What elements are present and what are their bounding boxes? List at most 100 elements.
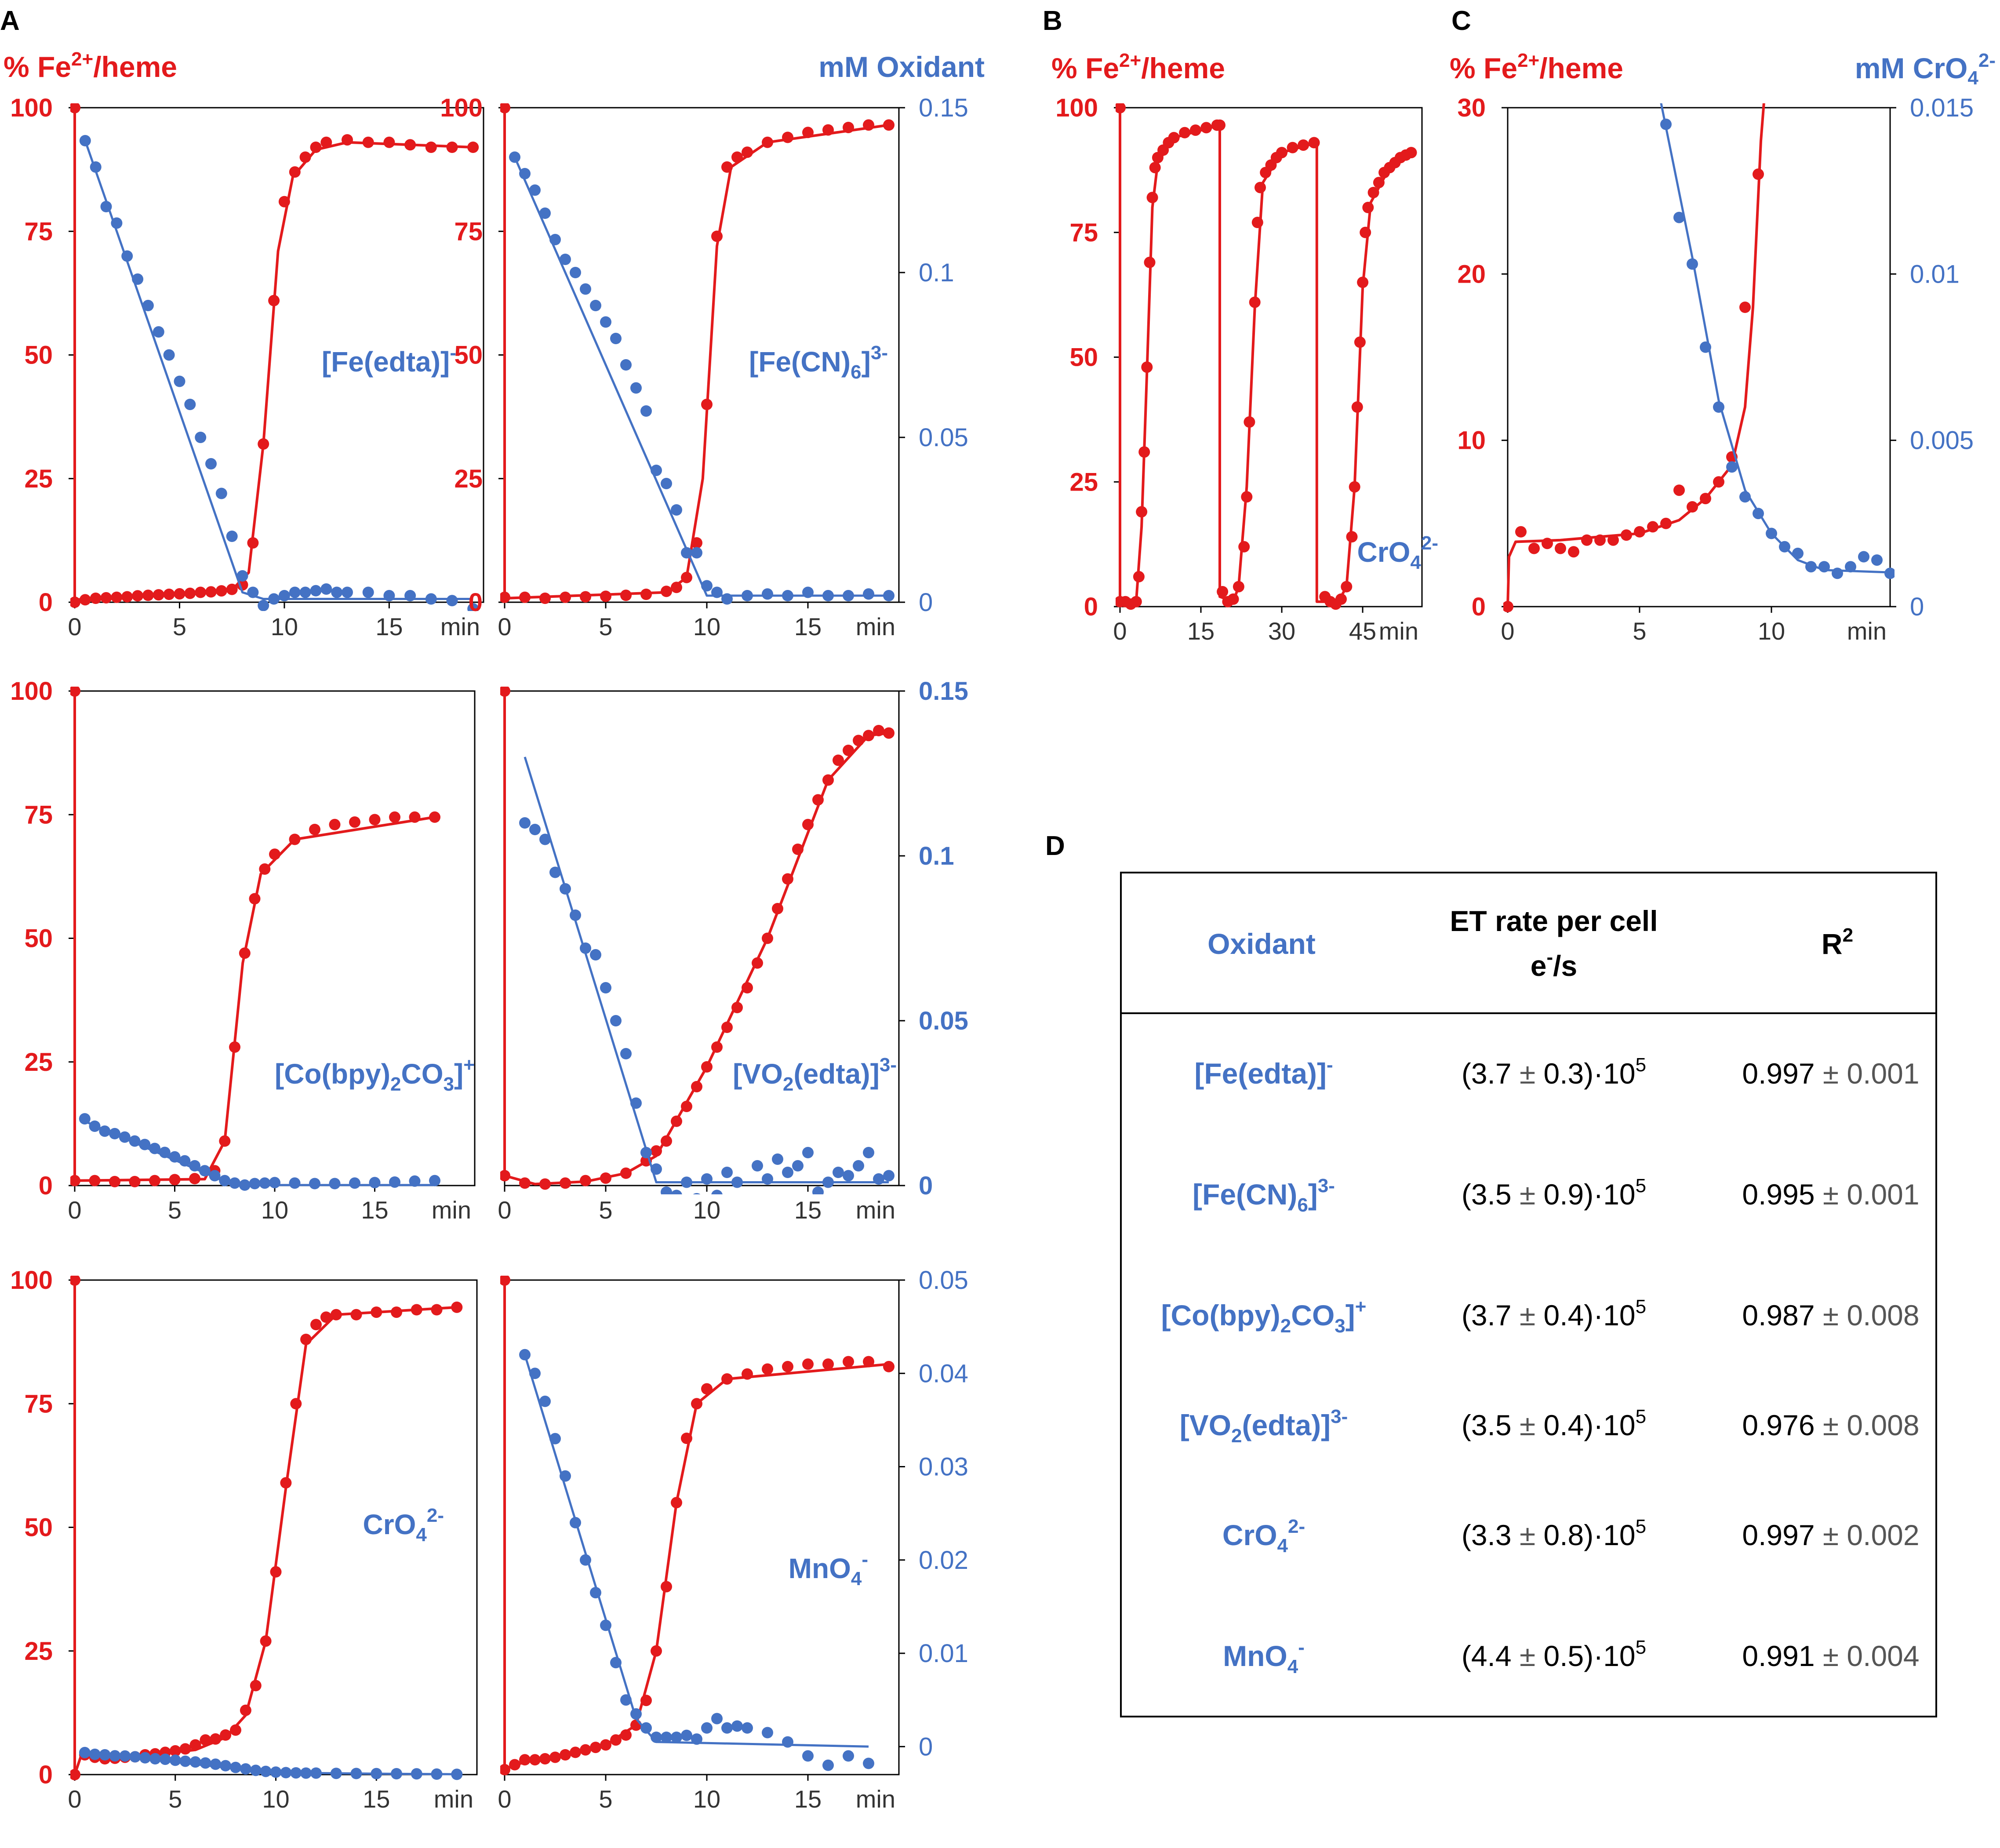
fit-line-oxidant xyxy=(84,1120,435,1186)
data-point-oxidant xyxy=(630,382,642,394)
data-point-oxidant xyxy=(219,1175,231,1186)
data-point-oxidant xyxy=(1660,118,1672,130)
data-point-oxidant xyxy=(250,1764,262,1776)
table-row-6-oxidant: MnO4- xyxy=(1223,1637,1305,1677)
data-point-oxidant xyxy=(383,590,395,601)
data-point-fe2-heme xyxy=(289,166,301,178)
data-point-oxidant xyxy=(362,586,374,598)
plot-frame xyxy=(74,690,476,1186)
chart-b-cycles: 0 15 30 45 min 0 25 50 75 100 xyxy=(1055,94,1423,645)
data-point-fe2-heme xyxy=(762,1363,773,1375)
data-point-oxidant xyxy=(731,1720,743,1732)
data-point-fe2-heme xyxy=(1141,361,1153,373)
label-a6: MnO4- xyxy=(789,1549,868,1590)
data-point-fe2-heme xyxy=(1349,481,1360,493)
data-point-oxidant xyxy=(610,333,622,344)
data-point-oxidant xyxy=(229,1177,240,1189)
y-left-tick-label: 100 xyxy=(10,677,53,706)
table-row-3-r2: 0.987 ± 0.008 xyxy=(1742,1299,1919,1331)
data-point-oxidant xyxy=(742,1197,753,1208)
data-point-fe2-heme xyxy=(1116,103,1126,113)
data-point-fe2-heme xyxy=(329,819,341,830)
y-left-tick-label: 50 xyxy=(24,1513,53,1542)
data-point-oxidant xyxy=(239,1179,251,1191)
y-right-tick-label: 0.05 xyxy=(919,423,968,452)
data-point-fe2-heme xyxy=(330,1309,342,1321)
data-point-oxidant xyxy=(570,267,581,278)
label-a2: [Fe(CN)6]3- xyxy=(749,342,888,383)
data-point-oxidant xyxy=(89,1748,101,1760)
y-right-tick-label: 0.02 xyxy=(919,1546,968,1575)
table-row-5-oxidant: CrO42- xyxy=(1222,1516,1305,1557)
data-point-oxidant xyxy=(693,1193,701,1194)
data-point-fe2-heme xyxy=(1405,147,1417,159)
data-point-fe2-heme xyxy=(1249,296,1261,308)
data-point-fe2-heme xyxy=(220,1729,232,1741)
data-point-fe2-heme xyxy=(300,1334,312,1345)
data-point-oxidant xyxy=(802,1147,814,1158)
x-tick-label: 15 xyxy=(375,613,403,640)
data-point-fe2-heme xyxy=(843,745,854,756)
data-point-oxidant xyxy=(121,250,133,262)
data-point-oxidant xyxy=(600,316,611,328)
data-point-fe2-heme xyxy=(342,134,353,146)
x-tick-label: 0 xyxy=(498,1196,511,1224)
data-point-oxidant xyxy=(651,465,662,476)
x-tick-label: 0 xyxy=(498,613,511,640)
data-point-oxidant xyxy=(129,1751,141,1763)
x-tick-label: 5 xyxy=(1633,617,1646,645)
data-point-oxidant xyxy=(320,583,332,595)
data-point-oxidant xyxy=(560,883,571,895)
y-left-tick-label: 25 xyxy=(454,465,483,493)
y-left-tick-label: 75 xyxy=(454,217,483,246)
data-point-oxidant xyxy=(762,1173,773,1185)
data-point-oxidant xyxy=(309,1178,320,1190)
data-point-oxidant xyxy=(833,1167,844,1178)
data-point-oxidant xyxy=(529,184,541,196)
data-point-oxidant xyxy=(549,866,561,878)
data-point-fe2-heme xyxy=(369,814,381,826)
data-point-oxidant xyxy=(711,1713,723,1724)
data-point-oxidant xyxy=(600,1619,611,1631)
data-point-oxidant xyxy=(200,1757,211,1769)
data-point-oxidant xyxy=(782,590,793,601)
data-point-oxidant xyxy=(260,1765,272,1777)
data-point-oxidant xyxy=(549,234,561,245)
data-point-oxidant xyxy=(1792,547,1804,559)
data-point-oxidant xyxy=(570,1517,581,1528)
fit-line-oxidant xyxy=(524,757,889,1183)
data-point-oxidant xyxy=(651,1732,662,1743)
table-row-6-rate: (4.4 ± 0.5)·105 xyxy=(1462,1637,1646,1672)
data-point-oxidant xyxy=(610,1657,622,1669)
data-point-fe2-heme xyxy=(205,586,217,598)
data-point-fe2-heme xyxy=(425,142,437,153)
x-tick-label: 15 xyxy=(363,1785,390,1813)
data-point-fe2-heme xyxy=(560,1749,571,1761)
fit-line-fe2-heme xyxy=(73,691,435,1182)
table-frame xyxy=(1120,872,1937,1717)
data-point-fe2-heme xyxy=(600,590,611,602)
y-left-tick-label: 100 xyxy=(10,1266,53,1295)
data-point-oxidant xyxy=(142,300,154,311)
x-tick-label: 0 xyxy=(1501,617,1514,645)
x-axis-label: min xyxy=(1847,617,1887,645)
data-point-fe2-heme xyxy=(1634,526,1645,538)
y-left-tick-label: 75 xyxy=(24,800,53,829)
y-left-tick-label: 30 xyxy=(1457,94,1486,122)
y-right-tick-label: 0.15 xyxy=(919,94,968,122)
data-point-oxidant xyxy=(782,1167,793,1178)
data-point-oxidant xyxy=(630,1097,642,1109)
data-point-oxidant xyxy=(174,375,185,387)
data-point-fe2-heme xyxy=(620,1167,632,1179)
data-point-fe2-heme xyxy=(671,582,682,593)
data-point-oxidant xyxy=(539,833,551,845)
data-point-fe2-heme xyxy=(391,1306,402,1318)
data-point-fe2-heme xyxy=(299,151,311,163)
data-point-fe2-heme xyxy=(259,863,271,875)
data-point-fe2-heme xyxy=(1130,596,1142,608)
data-point-oxidant xyxy=(549,1433,561,1444)
data-point-fe2-heme xyxy=(163,589,175,600)
data-point-fe2-heme xyxy=(350,1309,362,1321)
